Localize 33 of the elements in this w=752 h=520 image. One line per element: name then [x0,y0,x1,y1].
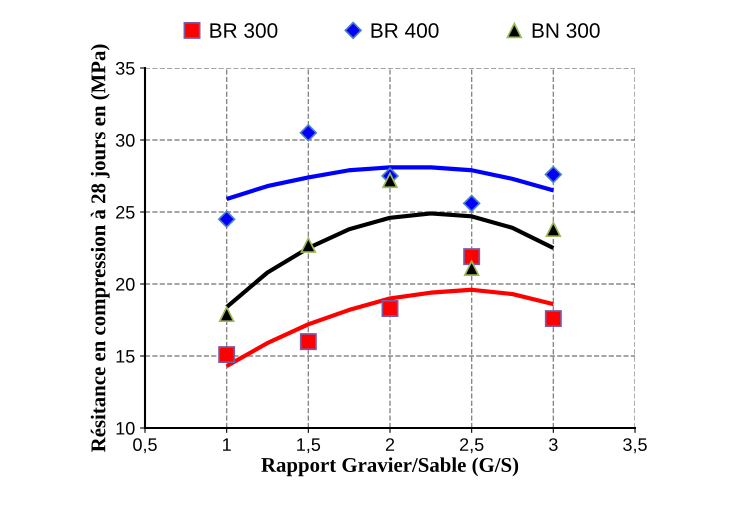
point [464,260,480,276]
x-tick-label: 1 [223,438,231,451]
y-tick-label: 10 [116,422,135,435]
legend-label: BR 400 [372,23,439,38]
x-tick-label: 0,5 [133,438,157,454]
point [463,248,480,266]
point [300,124,318,142]
point [218,306,234,322]
point [544,310,562,328]
x-tick-label: 1,5 [297,438,320,454]
y-tick-label: 35 [116,62,135,75]
y-tick-label: 20 [116,278,135,291]
point [382,300,398,317]
legend-label: BR 300 [210,23,278,38]
x-tick-label: 2 [386,438,394,451]
y-tick-label: 25 [116,206,135,219]
point [462,194,480,212]
point [546,222,562,238]
point [218,210,236,228]
point [218,346,236,364]
x-axis-title: Rapport Gravier/Sable (G/S) [261,457,518,476]
point [544,166,562,184]
y-tick-label: 15 [116,350,135,363]
x-tick-label: 2,5 [460,438,484,454]
line-series [224,165,556,202]
point [382,172,398,188]
legend-label: BN 300 [532,23,600,38]
x-tick-label: 3,5 [623,438,647,454]
x-tick-label: 3 [549,438,558,451]
point [300,237,316,253]
y-tick-label: 30 [116,134,135,147]
point [300,333,317,350]
y-axis-title: Résitance en compression à 28 jours en (MPa) [90,44,110,452]
